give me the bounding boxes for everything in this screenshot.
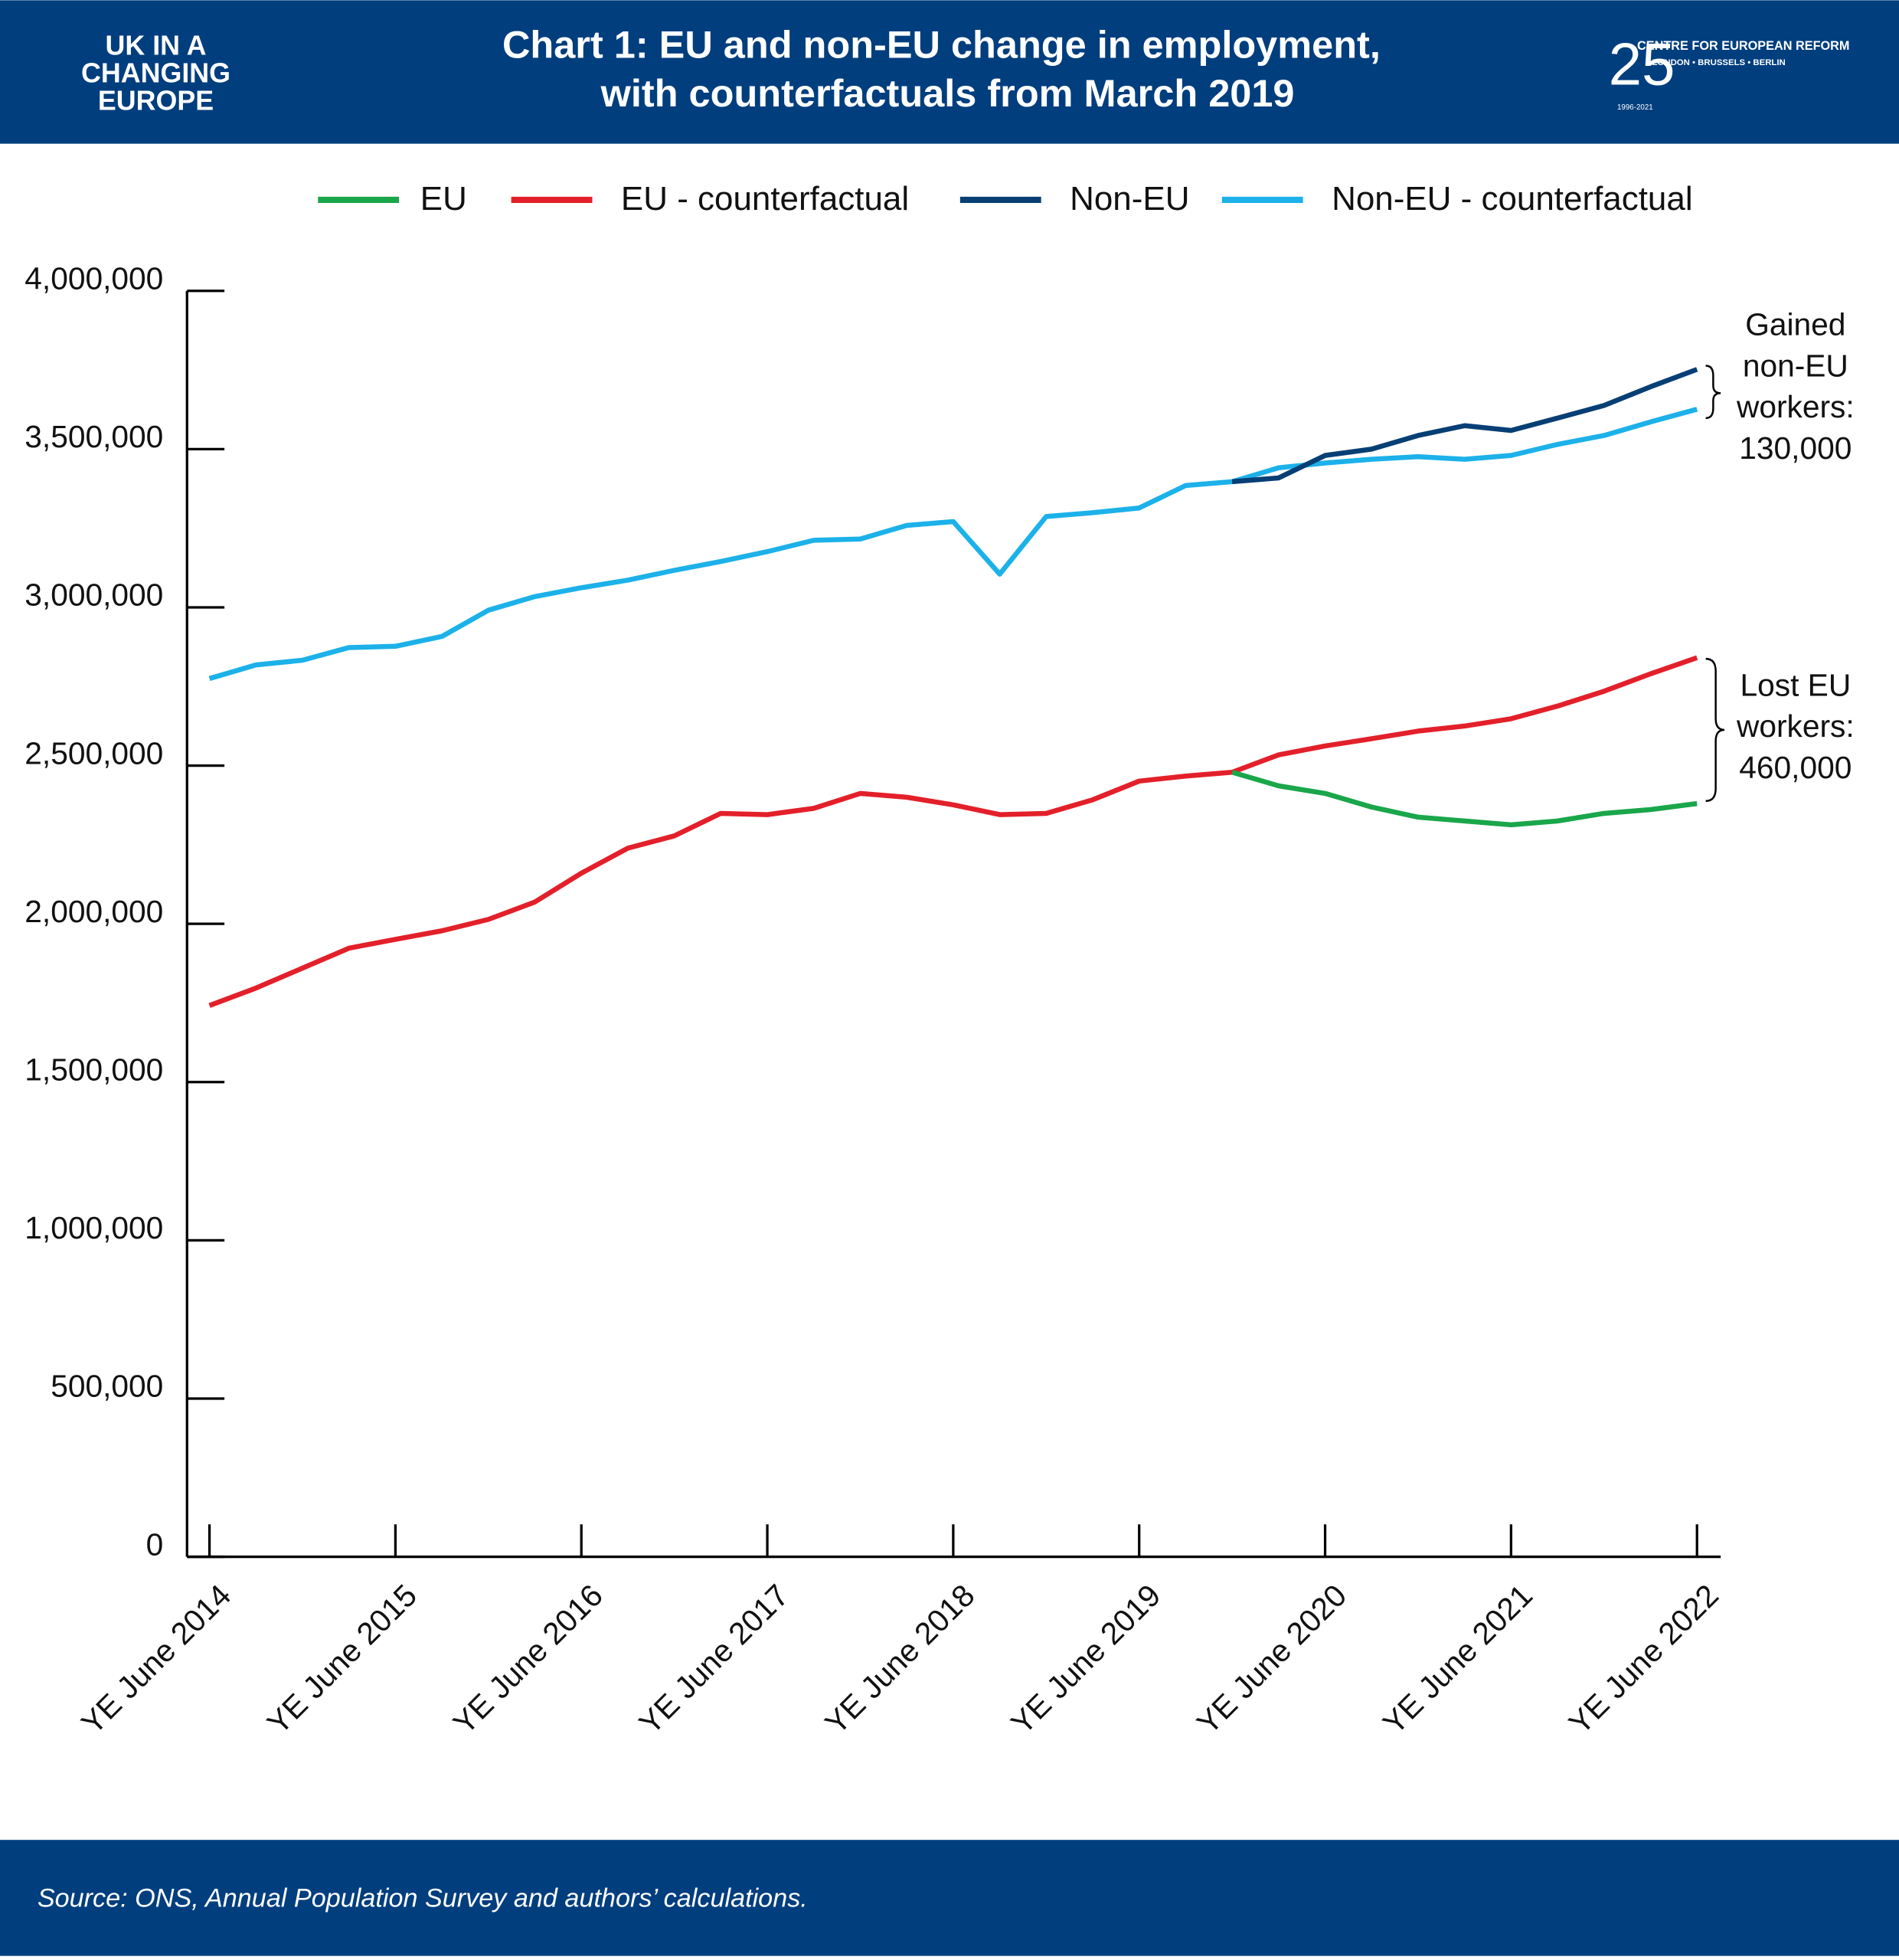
y-tick-label: 1,000,000 [25,1210,163,1245]
y-tick-label: 2,500,000 [25,735,163,771]
logo-text: UK IN A [106,31,207,61]
logo-text: LONDON • BRUSSELS • BERLIN [1652,58,1786,67]
x-tick-label: YE June 2014 [74,1578,237,1741]
logo-text: 1996-2021 [1617,103,1653,112]
series-line [1231,770,1698,828]
annotation: workers: [1736,708,1855,744]
x-tick-label: YE June 2022 [1562,1578,1725,1741]
source: Source: ONS, Annual Population Survey an… [38,1883,808,1913]
y-tick-label: 3,000,000 [25,578,163,613]
x-tick-label: YE June 2015 [260,1578,423,1741]
chart-title: Chart 1: EU and non-EU change in employm… [502,23,1381,67]
y-tick-label: 1,500,000 [25,1052,163,1087]
chart-title: with counterfactuals from March 2019 [600,71,1295,115]
annotation: non-EU [1743,348,1848,383]
x-tick-label: YE June 2016 [446,1578,610,1741]
series-line [1231,367,1698,485]
y-tick-label: 2,000,000 [25,894,163,929]
logo-number: 25 [1609,31,1675,98]
x-tick-label: YE June 2021 [1376,1578,1539,1741]
footer-bar [0,1840,1899,1956]
legend-label: Non-EU - counterfactual [1332,180,1692,218]
series-line [208,407,1698,682]
legend-label: Non-EU [1070,180,1189,218]
y-tick-label: 500,000 [51,1369,163,1404]
annotation: workers: [1736,389,1855,424]
header-bar [0,0,1899,144]
annotation: 460,000 [1739,750,1852,785]
brace [1705,365,1721,420]
x-tick-label: YE June 2017 [632,1578,796,1741]
legend-label: EU [420,180,467,218]
legend-label: EU - counterfactual [621,180,909,218]
series-line [208,655,1698,1008]
annotation: 130,000 [1739,430,1852,466]
y-tick-label: 0 [146,1526,164,1562]
logo-text: CHANGING [81,58,230,89]
y-tick-label: 3,500,000 [25,419,163,454]
annotation: Lost EU [1740,667,1851,702]
y-tick-label: 4,000,000 [25,260,163,296]
logo-text: EUROPE [98,85,214,116]
x-tick-label: YE June 2018 [818,1578,981,1741]
annotation: Gained [1745,307,1845,342]
logo-text: CENTRE FOR EUROPEAN REFORM [1637,39,1849,53]
x-tick-label: YE June 2020 [1190,1578,1353,1741]
x-tick-label: YE June 2019 [1004,1578,1167,1741]
brace [1705,657,1725,802]
